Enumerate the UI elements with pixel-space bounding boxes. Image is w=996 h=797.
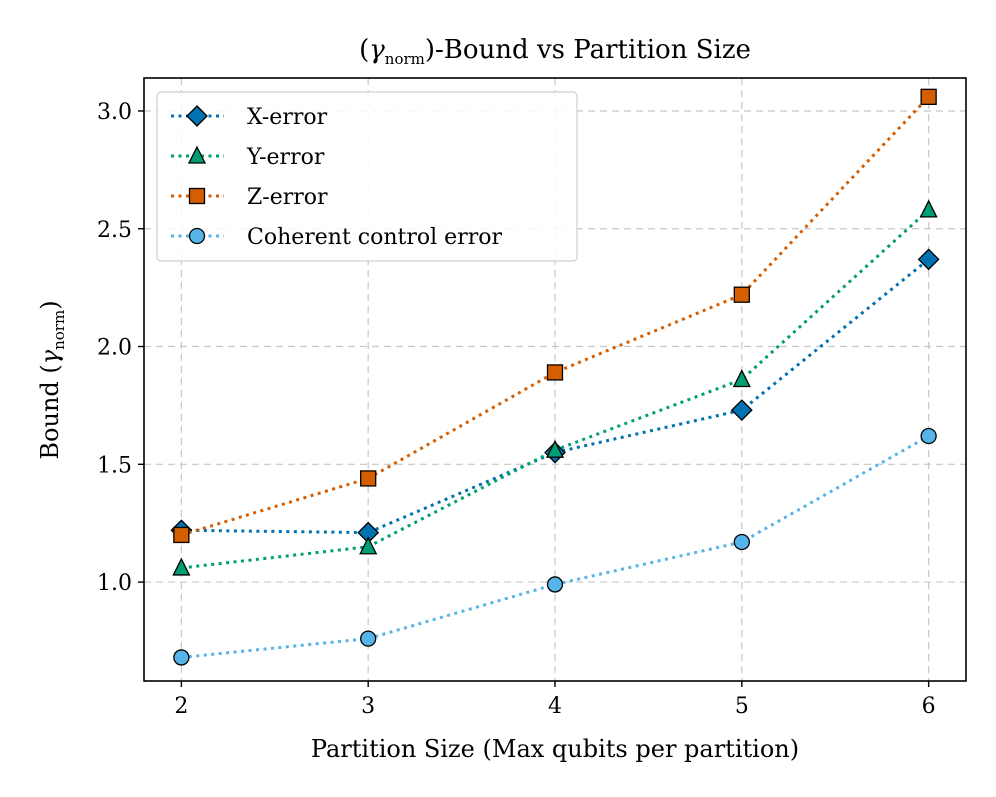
- legend-item: Coherent control error: [171, 225, 502, 250]
- data-point: [173, 526, 190, 544]
- series-z-error: [173, 88, 937, 544]
- x-axis-label: Partition Size (Max qubits per partition…: [311, 735, 799, 763]
- data-point: [730, 399, 753, 422]
- y-tick-label: 1.0: [97, 571, 132, 596]
- data-point: [920, 88, 937, 105]
- series-line: [180, 95, 930, 537]
- legend-item: Y-error: [171, 145, 325, 170]
- series-coherent-control-error: [173, 427, 937, 666]
- data-point: [917, 248, 940, 271]
- legend-item: Z-error: [171, 185, 328, 210]
- data-point: [920, 427, 937, 445]
- y-tick-label: 3.0: [97, 100, 132, 125]
- data-point: [359, 536, 378, 555]
- data-point: [173, 649, 190, 666]
- x-tick-label: 5: [735, 694, 749, 719]
- series-y-error: [172, 199, 938, 576]
- legend-label: Z-error: [247, 185, 328, 210]
- y-axis-label: Bound (γnorm): [36, 300, 68, 459]
- series-layer: [170, 88, 940, 666]
- legend-label: Y-error: [246, 145, 325, 170]
- data-point: [172, 557, 191, 576]
- data-point: [733, 533, 750, 551]
- data-point: [732, 369, 751, 388]
- legend-marker: [186, 105, 208, 127]
- x-tick-label: 3: [361, 694, 375, 719]
- legend-box: [156, 91, 578, 262]
- y-axis: 1.0 1.5 2.0 2.5 3.0: [97, 100, 144, 596]
- chart-title: (γnorm)-Bound vs Partition Size: [359, 35, 751, 68]
- data-point: [546, 576, 564, 593]
- legend-item: X-error: [171, 105, 328, 130]
- data-point: [546, 364, 564, 381]
- y-tick-label: 2.5: [97, 218, 132, 243]
- legend-label: Coherent control error: [247, 225, 502, 250]
- data-point: [545, 439, 565, 458]
- legend-marker: [187, 145, 207, 164]
- data-point: [360, 630, 377, 647]
- x-tick-label: 2: [174, 694, 188, 719]
- data-point: [733, 286, 750, 303]
- legend: X-error Y-error Z-error Coherent control er…: [156, 91, 578, 262]
- y-tick-label: 2.0: [97, 336, 132, 361]
- data-point: [919, 199, 938, 218]
- legend-marker: [188, 227, 206, 245]
- x-tick-label: 4: [548, 694, 562, 719]
- y-tick-label: 1.5: [97, 453, 132, 478]
- x-axis: 2 3 4 5 6: [174, 681, 936, 719]
- data-point: [360, 470, 377, 487]
- series-line: [181, 434, 930, 659]
- legend-marker: [188, 187, 206, 205]
- legend-label: X-error: [247, 105, 328, 130]
- x-tick-label: 6: [922, 694, 936, 719]
